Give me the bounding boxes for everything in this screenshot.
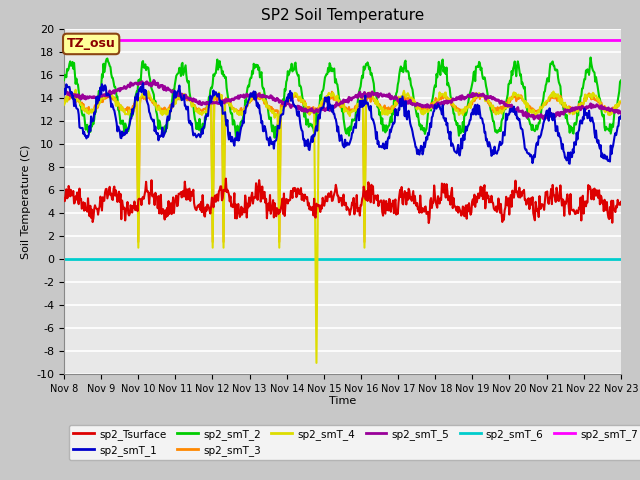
Text: TZ_osu: TZ_osu <box>67 37 116 50</box>
Title: SP2 Soil Temperature: SP2 Soil Temperature <box>260 9 424 24</box>
Legend: sp2_Tsurface, sp2_smT_1, sp2_smT_2, sp2_smT_3, sp2_smT_4, sp2_smT_5, sp2_smT_6, : sp2_Tsurface, sp2_smT_1, sp2_smT_2, sp2_… <box>69 424 640 460</box>
Y-axis label: Soil Temperature (C): Soil Temperature (C) <box>20 144 31 259</box>
X-axis label: Time: Time <box>329 396 356 406</box>
